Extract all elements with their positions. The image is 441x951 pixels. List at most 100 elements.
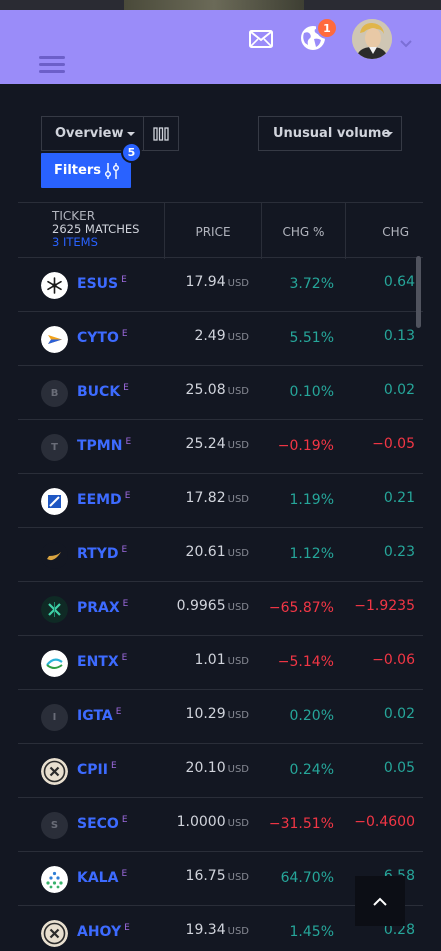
user-avatar[interactable] xyxy=(352,19,392,59)
column-header-chg-percent[interactable]: CHG % xyxy=(262,203,346,259)
snowflake-logo xyxy=(41,272,68,299)
currency-label: USD xyxy=(227,926,249,937)
table-row[interactable]: S SECO E 1.0000 USD −31.51% −0.4600 xyxy=(18,798,423,852)
table-row[interactable]: CPII E 20.10 USD 0.24% 0.05 xyxy=(18,744,423,798)
ticker-symbol-link[interactable]: AHOY E xyxy=(77,923,130,940)
ticker-symbol: BUCK xyxy=(77,384,121,400)
change-cell: −0.06 xyxy=(372,652,415,668)
screener-panel xyxy=(0,84,441,951)
column-header-ticker[interactable]: TICKER 2625 MATCHES 3 ITEMS xyxy=(18,203,165,259)
ticker-symbol: SECO xyxy=(77,816,119,832)
menu-hamburger-icon[interactable] xyxy=(39,55,67,77)
matches-count: 2625 MATCHES xyxy=(52,222,140,236)
columns-button[interactable] xyxy=(143,116,179,151)
etf-flag: E xyxy=(123,383,129,393)
ticker-symbol-link[interactable]: ESUS E xyxy=(77,275,127,292)
mail-icon[interactable] xyxy=(249,30,273,48)
x-logo xyxy=(41,758,68,785)
price-value: 17.82 xyxy=(185,490,226,506)
letter-logo: T xyxy=(41,434,68,461)
ticker-symbol-link[interactable]: EEMD E xyxy=(77,491,130,508)
price-value: 1.0000 xyxy=(176,814,226,830)
caret-down-icon xyxy=(127,132,135,136)
column-header-chg[interactable]: CHG xyxy=(382,225,409,239)
ticker-symbol-link[interactable]: ENTX E xyxy=(77,653,127,670)
price-value: 2.49 xyxy=(194,328,226,344)
chevron-down-icon[interactable] xyxy=(400,40,412,48)
logo-letter: T xyxy=(51,442,58,453)
etf-flag: E xyxy=(124,923,130,933)
change-cell: 0.13 xyxy=(383,328,415,344)
ticker-symbol: ENTX xyxy=(77,654,119,670)
change-cell: 0.02 xyxy=(383,382,415,398)
scrollbar-thumb[interactable] xyxy=(416,256,421,328)
etf-flag: E xyxy=(121,545,128,555)
ticker-symbol-link[interactable]: PRAX E xyxy=(77,599,128,616)
notification-badge: 1 xyxy=(316,17,338,39)
ticker-symbol-link[interactable]: TPMN E xyxy=(77,437,131,454)
price-value: 20.10 xyxy=(185,760,226,776)
change-percent-cell: 5.51% xyxy=(289,330,334,346)
ticker-symbol: KALA xyxy=(77,870,119,886)
price-value: 25.24 xyxy=(185,436,226,452)
ticker-symbol: CPII xyxy=(77,762,108,778)
change-cell: 0.05 xyxy=(383,760,415,776)
currency-label: USD xyxy=(227,764,249,775)
ticker-symbol: ESUS xyxy=(77,276,119,292)
table-row[interactable]: PRAX E 0.9965 USD −65.87% −1.9235 xyxy=(18,582,423,636)
table-row[interactable]: T TPMN E 25.24 USD −0.19% −0.05 xyxy=(18,420,423,474)
letter-logo: B xyxy=(41,380,68,407)
ticker-header-label: TICKER xyxy=(52,209,96,223)
overview-dropdown[interactable]: Overview xyxy=(41,116,144,151)
price-cell: 10.29 USD xyxy=(186,706,249,722)
etf-flag: E xyxy=(121,653,128,663)
change-percent-cell: 3.72% xyxy=(289,276,334,292)
currency-label: USD xyxy=(227,710,249,721)
table-row[interactable]: I IGTA E 10.29 USD 0.20% 0.02 xyxy=(18,690,423,744)
table-row[interactable]: B BUCK E 25.08 USD 0.10% 0.02 xyxy=(18,366,423,420)
ticker-symbol: PRAX xyxy=(77,600,120,616)
etf-flag: E xyxy=(121,275,127,285)
table-row[interactable]: EEMD E 17.82 USD 1.19% 0.21 xyxy=(18,474,423,528)
prax-logo xyxy=(41,596,68,623)
table-row[interactable]: AHOY E 19.34 USD 1.45% 0.28 xyxy=(18,906,423,951)
price-cell: 2.49 USD xyxy=(194,328,249,344)
unusual-volume-dropdown[interactable]: Unusual volume xyxy=(258,116,402,151)
ticker-symbol-link[interactable]: CYTO E xyxy=(77,329,128,346)
ticker-symbol-link[interactable]: KALA E xyxy=(77,869,127,886)
table-row[interactable]: ENTX E 1.01 USD −5.14% −0.06 xyxy=(18,636,423,690)
change-percent-cell: −65.87% xyxy=(268,600,334,616)
columns-icon xyxy=(153,126,169,141)
rtyd-logo xyxy=(41,542,68,569)
ticker-symbol-link[interactable]: BUCK E xyxy=(77,383,129,400)
currency-label: USD xyxy=(227,278,249,289)
filters-button[interactable]: Filters xyxy=(41,153,131,188)
ticker-symbol-link[interactable]: RTYD E xyxy=(77,545,127,562)
logo-letter: I xyxy=(52,712,57,723)
change-percent-cell: −5.14% xyxy=(277,654,334,670)
change-cell: 0.28 xyxy=(383,922,415,938)
table-row[interactable]: RTYD E 20.61 USD 1.12% 0.23 xyxy=(18,528,423,582)
change-cell: −0.05 xyxy=(372,436,415,452)
change-percent-cell: 0.24% xyxy=(289,762,334,778)
currency-label: USD xyxy=(227,386,249,397)
column-header-price[interactable]: PRICE xyxy=(165,203,262,259)
price-value: 20.61 xyxy=(185,544,226,560)
filters-count-badge: 5 xyxy=(121,142,142,163)
table-row[interactable]: CYTO E 2.49 USD 5.51% 0.13 xyxy=(18,312,423,366)
price-value: 10.29 xyxy=(185,706,226,722)
items-count: 3 ITEMS xyxy=(52,235,98,249)
scroll-to-top-button[interactable] xyxy=(355,876,405,926)
kala-logo xyxy=(41,866,68,893)
ticker-symbol-link[interactable]: IGTA E xyxy=(77,707,121,724)
eemd-logo xyxy=(41,488,68,515)
table-row[interactable]: ESUS E 17.94 USD 3.72% 0.64 xyxy=(18,258,423,312)
ticker-symbol-link[interactable]: CPII E xyxy=(77,761,117,778)
currency-label: USD xyxy=(227,872,249,883)
price-cell: 0.9965 USD xyxy=(177,598,249,614)
overview-label: Overview xyxy=(55,126,124,141)
currency-label: USD xyxy=(227,548,249,559)
price-cell: 20.61 USD xyxy=(186,544,249,560)
ticker-symbol-link[interactable]: SECO E xyxy=(77,815,128,832)
cyto-logo xyxy=(41,326,68,353)
